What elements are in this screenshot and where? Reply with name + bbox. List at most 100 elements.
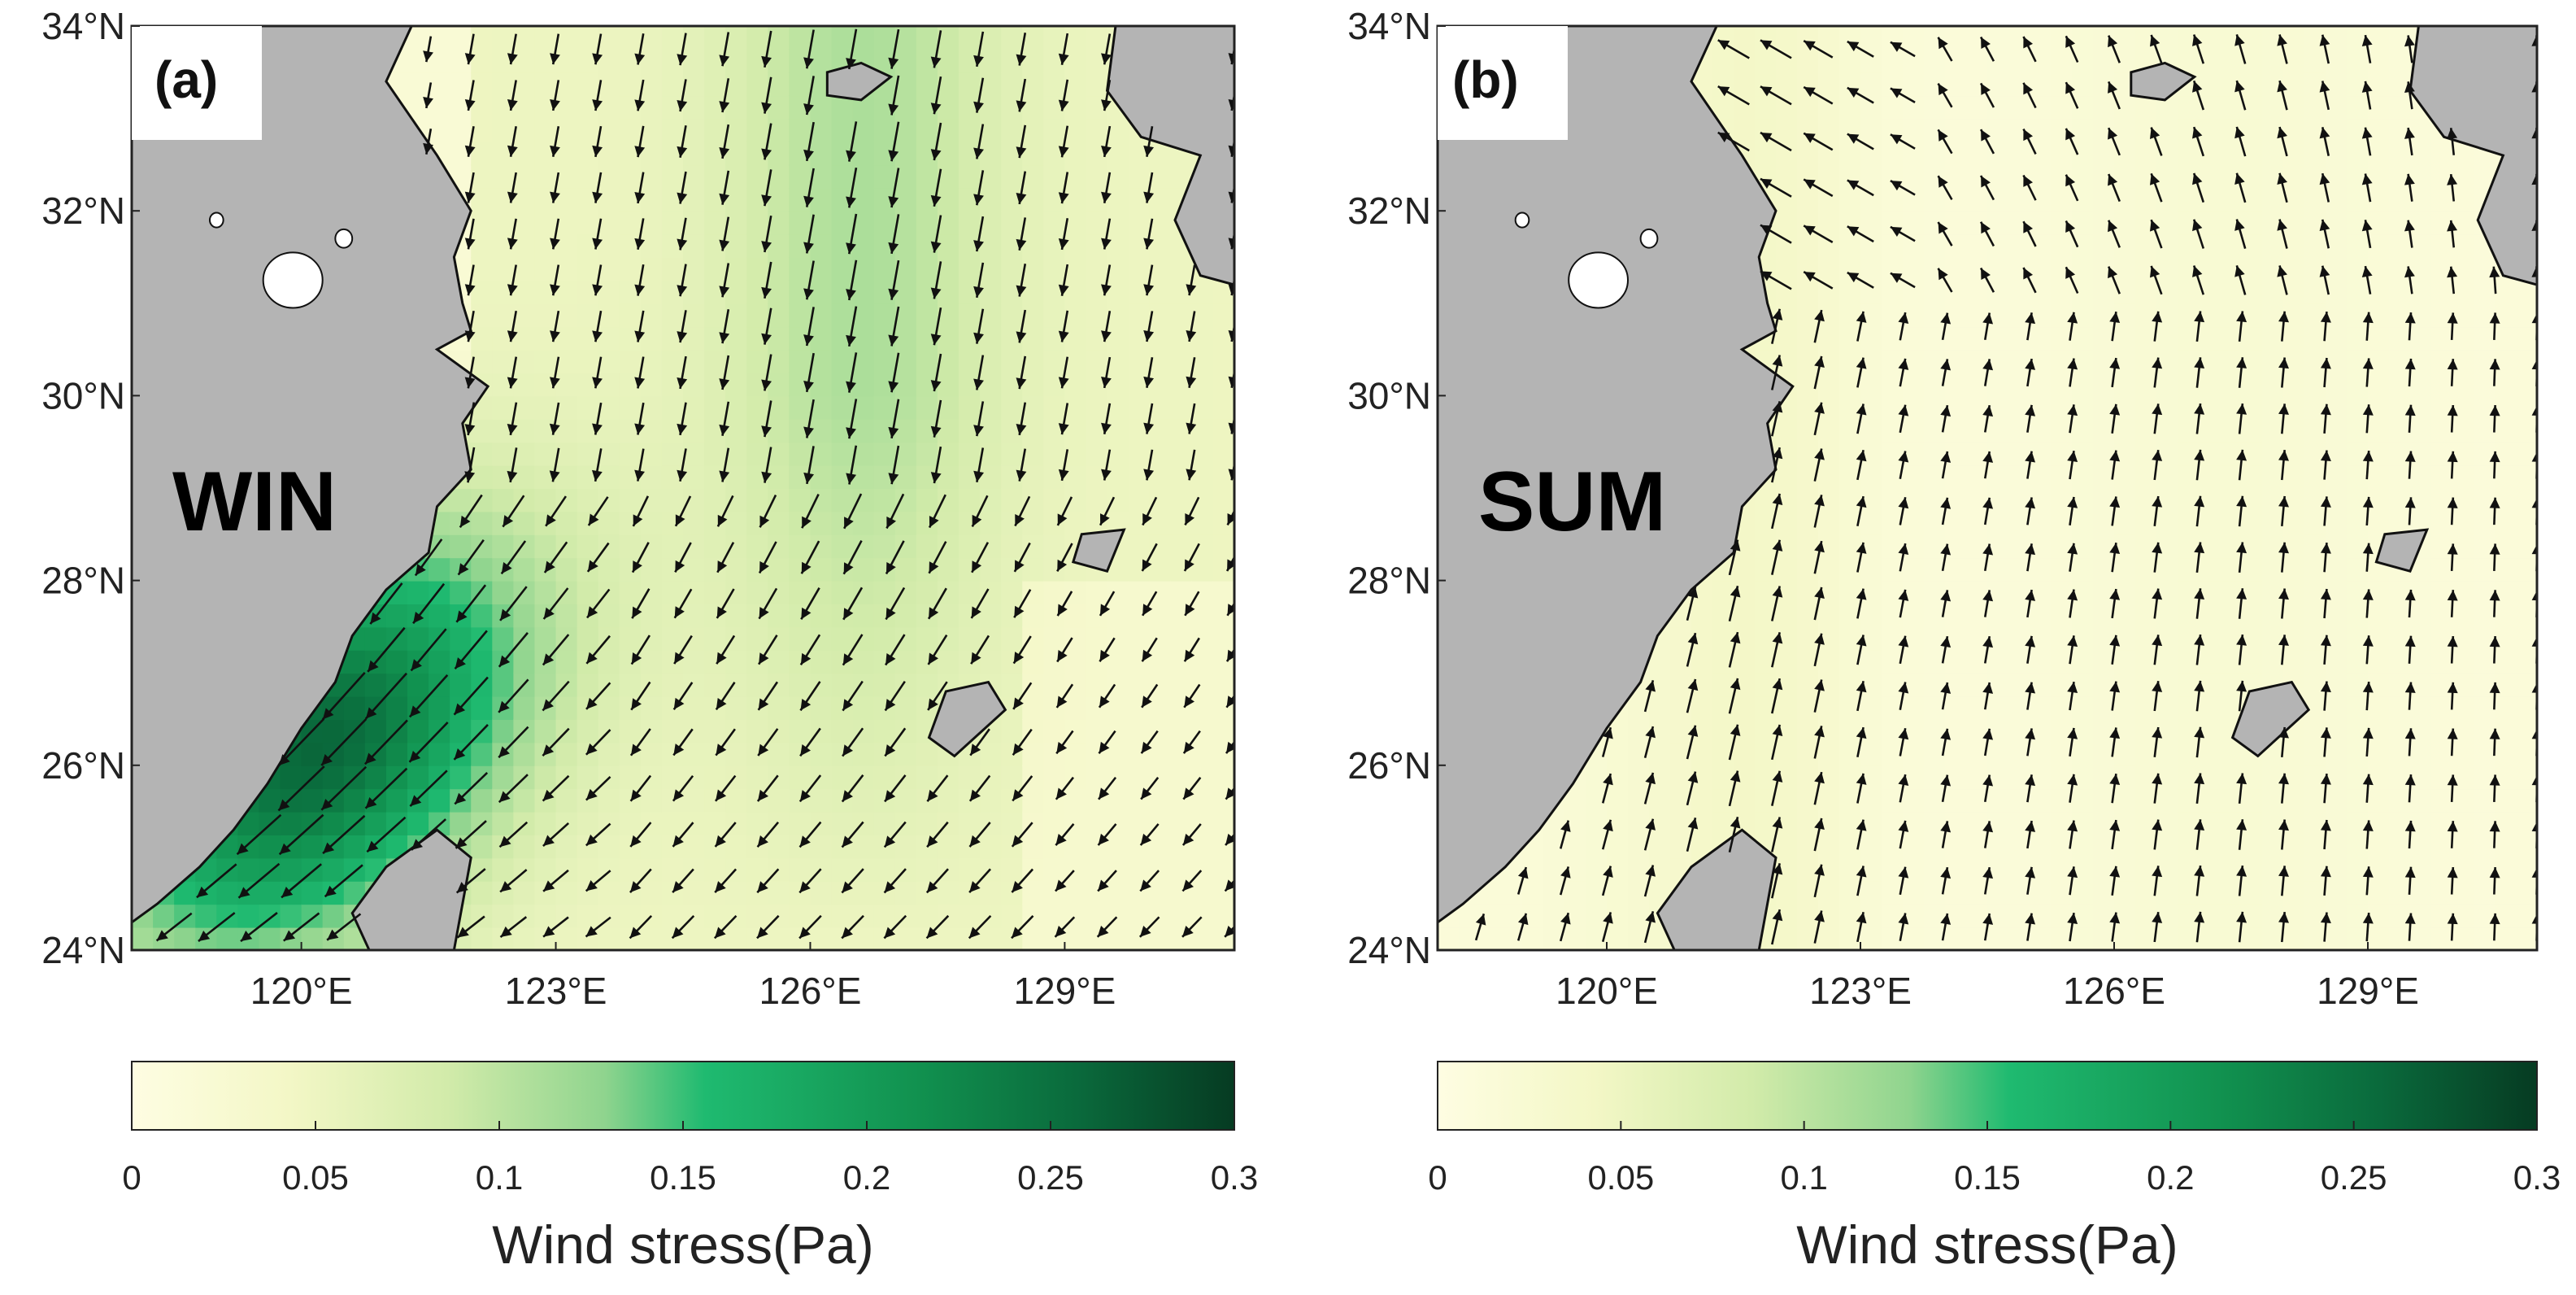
field-cell <box>2262 280 2284 304</box>
field-cell <box>1818 95 1840 120</box>
field-cell <box>1945 326 1967 351</box>
field-cell <box>2051 765 2073 790</box>
field-cell <box>2220 280 2242 304</box>
wind-arrow <box>1228 366 1234 388</box>
field-cell <box>980 280 1003 304</box>
field-cell <box>513 118 536 142</box>
field-cell <box>2156 904 2178 928</box>
field-cell <box>513 187 536 212</box>
wind-arrow <box>674 542 692 573</box>
arrow-head <box>1183 787 1194 800</box>
field-cell <box>2199 373 2221 397</box>
field-cell <box>1191 742 1214 766</box>
field-cell <box>1107 164 1129 189</box>
field-cell <box>831 395 854 420</box>
field-cell <box>640 626 663 651</box>
field-cell <box>768 534 790 559</box>
field-cell <box>2262 534 2284 559</box>
field-cell <box>2114 673 2136 697</box>
arrow-head <box>156 930 168 941</box>
field-cell <box>1924 49 1946 73</box>
field-cell <box>1882 349 1904 373</box>
field-cell <box>598 49 620 73</box>
arrow-head <box>1055 833 1067 846</box>
field-cell <box>2072 280 2094 304</box>
field-cell <box>1924 719 1946 743</box>
wind-arrow <box>1138 916 1160 938</box>
field-cell <box>1107 326 1129 351</box>
arrow-head <box>1099 695 1110 708</box>
wind-arrow <box>1140 776 1160 800</box>
field-cell <box>1022 626 1045 651</box>
field-cell <box>1064 233 1087 258</box>
arrow-head <box>410 795 422 807</box>
wind-arrow <box>1012 775 1033 802</box>
field-cell <box>2283 257 2305 281</box>
wind-arrow <box>757 634 778 665</box>
wind-arrow <box>1058 125 1069 158</box>
field-cell <box>1107 349 1129 373</box>
wind-arrow <box>592 356 603 389</box>
field-cell <box>216 880 239 905</box>
field-cell <box>1839 303 1861 328</box>
field-cell <box>937 280 959 304</box>
field-cell <box>1734 118 1756 142</box>
field-cell <box>1107 488 1129 512</box>
field-cell <box>1734 95 1756 120</box>
field-cell <box>1882 395 1904 420</box>
field-cell <box>1107 442 1129 466</box>
field-cell <box>746 349 769 373</box>
field-cell <box>1149 395 1172 420</box>
field-cell <box>1022 326 1045 351</box>
field-cell <box>1022 142 1045 166</box>
field-cell <box>2283 649 2305 674</box>
field-cell <box>1818 280 1840 304</box>
field-cell <box>1043 442 1066 466</box>
arrow-head <box>969 835 981 848</box>
field-cell <box>1945 373 1967 397</box>
field-cell <box>937 626 959 651</box>
arrow-head <box>498 655 511 667</box>
field-cell <box>619 719 642 743</box>
wind-arrow <box>761 261 772 299</box>
field-cell <box>2114 142 2136 166</box>
wind-arrow <box>278 717 325 766</box>
field-cell <box>852 187 875 212</box>
wind-arrow <box>756 774 779 802</box>
field-cell <box>555 788 578 813</box>
field-cell <box>2262 349 2284 373</box>
field-cell <box>1860 49 1882 73</box>
field-cell <box>704 765 727 790</box>
field-cell <box>1945 880 1967 905</box>
wind-arrow <box>930 307 942 346</box>
field-cell <box>810 626 833 651</box>
field-cell <box>2093 26 2115 50</box>
field-cell <box>980 511 1003 535</box>
field-cell <box>1212 857 1234 882</box>
field-cell <box>471 488 494 512</box>
arrow-head <box>423 97 433 108</box>
field-cell <box>513 257 536 281</box>
arrow-head <box>719 332 730 344</box>
field-cell <box>471 649 494 674</box>
field-cell <box>2093 765 2115 790</box>
wind-arrow <box>841 914 864 940</box>
wind-arrow <box>800 587 820 620</box>
field-cell <box>1212 534 1234 559</box>
field-cell <box>2178 580 2200 604</box>
field-cell <box>2178 604 2200 628</box>
arrow-head <box>324 885 337 897</box>
wind-arrow <box>1101 264 1112 296</box>
field-cell <box>2199 857 2221 882</box>
arrow-head <box>846 289 856 301</box>
arrow-head <box>1228 329 1234 342</box>
field-cell <box>2093 257 2115 281</box>
arrow-head <box>802 516 812 529</box>
field-cell <box>1924 811 1946 835</box>
wind-arrow <box>799 727 821 757</box>
field-cell <box>2178 557 2200 582</box>
arrow-head <box>803 380 814 392</box>
arrow-head <box>973 240 984 252</box>
field-cell <box>1755 95 1777 120</box>
field-cell <box>385 604 408 628</box>
